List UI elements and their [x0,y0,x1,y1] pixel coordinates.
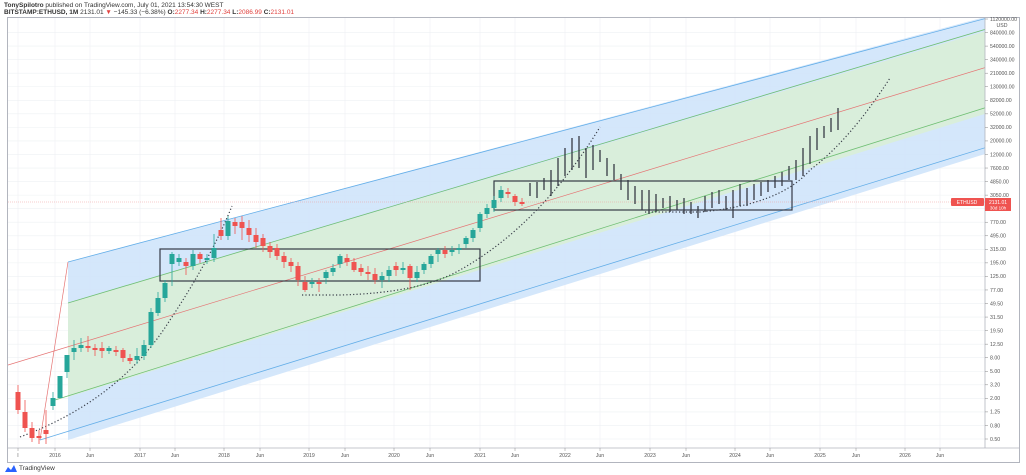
symbol-tag-text: ETHUSD [957,200,978,206]
tradingview-brand[interactable]: TradingView [5,465,55,472]
accumulation-box-2021 [493,180,793,211]
candles [15,186,525,444]
price-tick-label: 1120000.00 [990,17,1017,23]
time-tick-label: l [17,453,18,459]
symbol-legend: BITSTAMP:ETHUSD, 1M 2131.01 ▼ −145.33 (−… [4,9,294,16]
time-tick-label: Jun [171,453,179,459]
price-tag-value: 2131.01 [989,200,1007,206]
price-axis[interactable]: 1120000.00 840000.00 540000.00 340000.00 210… [985,17,1017,443]
time-tick-label: 2026 [899,453,911,459]
time-tick-label: Jun [852,453,860,459]
time-tick-label: Jun [766,453,774,459]
price-tick-label: 77.00 [990,288,1003,294]
price-tick-label: 770.00 [990,220,1006,226]
high-value: 2277.34 [206,9,231,16]
median-line [8,67,985,366]
price-tick-label: 0.80 [990,423,1000,429]
down-arrow-icon: ▼ [105,9,112,16]
price-tick-label: 8.00 [990,356,1000,362]
published-text: published on TradingView.com, July 01, 2… [45,2,224,9]
time-tick-label: Jun [426,453,434,459]
low-value: 2086.99 [238,9,262,16]
price-tick-label: 49.50 [990,301,1003,307]
price-tag [985,198,1011,211]
high-label: H: [200,9,207,16]
time-axis[interactable]: l 2016 Jun 2017 Jun 2018 Jun 2019 Jun 2020 Jun 2021… [17,448,944,459]
parabola-cycle-1 [19,205,233,438]
tradingview-logo-icon [5,465,17,472]
time-tick-label: Jun [682,453,690,459]
price-tick-label: 20000.00 [990,139,1012,145]
price-tick-label: 19.50 [990,328,1003,334]
parabola-cycle-2 [302,126,601,296]
price-tick-label: 340000.00 [990,57,1015,63]
time-tick-label: 2021 [474,453,486,459]
currency-label: USD [997,23,1008,29]
time-tick-label: 2024 [729,453,741,459]
price-tick-label: 195.00 [990,261,1006,267]
open-label: O: [167,9,175,16]
time-tick-label: Jun [936,453,944,459]
chart-frame [7,17,1020,463]
time-tick-label: 2025 [814,453,826,459]
price-tick-label: 540000.00 [990,44,1015,50]
accumulation-box-2017 [159,248,481,282]
last-price: 2131.01 [80,9,104,16]
time-tick-label: 2020 [388,453,400,459]
price-tick-label: 12000.00 [990,152,1012,158]
price-tick-label: 7600.00 [990,166,1009,172]
symbol-tag [951,198,984,206]
time-tick-label: 2016 [49,453,61,459]
time-tick-label: Jun [341,453,349,459]
price-tick-label: 1.25 [990,410,1000,416]
price-tick-label: 82000.00 [990,98,1012,104]
close-label: C: [263,9,271,16]
price-tick-label: 32000.00 [990,125,1012,131]
price-tick-label: 840000.00 [990,30,1015,36]
time-tick-label: 2019 [303,453,315,459]
time-tick-label: Jun [596,453,604,459]
inner-lower-line [54,107,985,401]
price-tag-countdown: 30d 10h [990,206,1007,211]
projection-bars [529,108,839,218]
time-tick-label: 2018 [218,453,230,459]
inner-upper-line [67,29,985,304]
price-tick-label: 130000.00 [990,85,1015,91]
price-tick-label: 12.50 [990,342,1003,348]
time-tick-label: 2017 [134,453,146,459]
price-tick-label: 52000.00 [990,112,1012,118]
time-tick-label: Jun [256,453,264,459]
outer-lower-line [39,147,985,441]
publisher-name: TonySpilotro [4,2,44,9]
time-tick-label: 2023 [644,453,656,459]
outer-upper-line [67,18,985,263]
brand-name: TradingView [19,465,55,472]
price-tick-label: 125.00 [990,274,1006,280]
close-value: 2131.01 [270,9,295,16]
price-tick-label: 4850.00 [990,179,1009,185]
price-tick-label: 210000.00 [990,71,1015,77]
time-tick-label: 2022 [559,453,571,459]
price-tick-label: 495.00 [990,234,1006,240]
low-label: L: [232,9,239,16]
price-tick-label: 3.20 [990,383,1000,389]
price-tick-label: 315.00 [990,247,1006,253]
time-tick-label: Jun [511,453,519,459]
open-value: 2277.34 [174,9,199,16]
symbol-name[interactable]: BITSTAMP:ETHUSD, 1M [4,9,79,16]
time-tick-label: Jun [86,453,94,459]
price-tick-label: 0.50 [990,437,1000,443]
price-tick-label: 5.00 [990,369,1000,375]
price-change: −145.33 (−6.38%) [113,9,166,16]
inner-channel-band [68,31,985,397]
price-tick-label: 31.50 [990,315,1003,321]
publish-info: TonySpilotro published on TradingView.co… [4,2,223,9]
price-tick-label: 2.00 [990,396,1000,402]
price-tick-label: 3050.00 [990,193,1009,199]
